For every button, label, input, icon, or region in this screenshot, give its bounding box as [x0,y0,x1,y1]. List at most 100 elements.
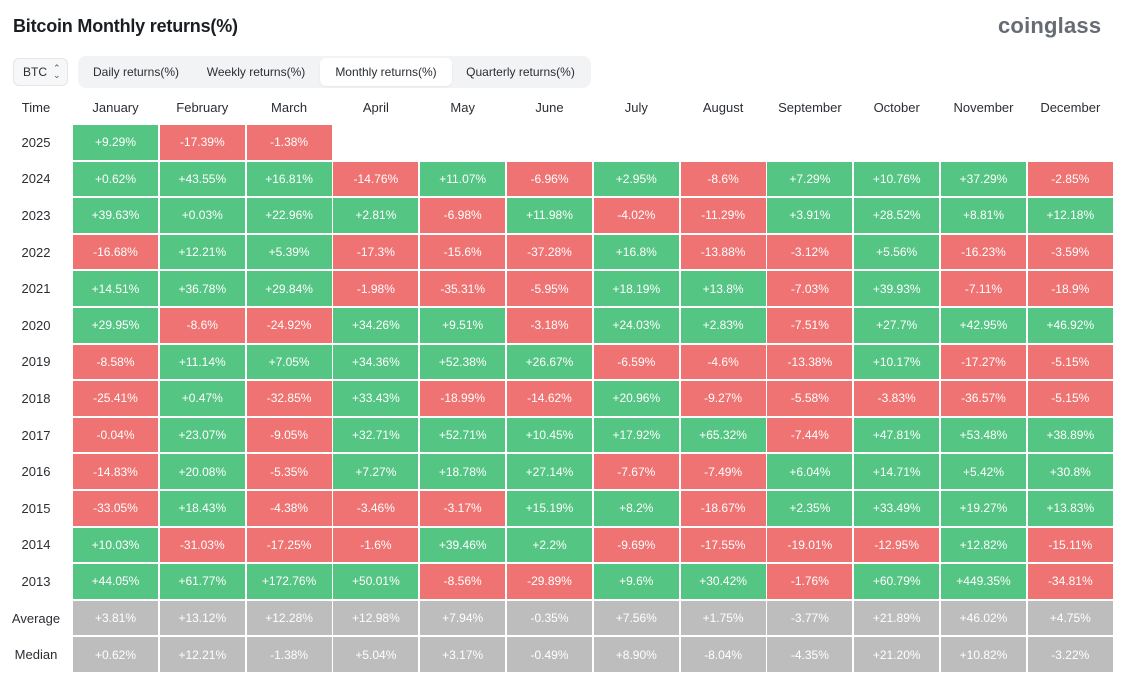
return-cell: +7.29% [767,161,853,197]
return-cell: -7.11% [941,271,1026,306]
stat-cell: +7.56% [593,600,679,636]
return-cell: +26.67% [507,344,592,380]
year-label: 2019 [21,354,51,370]
return-cell: +60.79% [854,564,940,599]
stat-cell: +8.90% [593,637,679,672]
return-cell: -9.27% [680,381,766,416]
return-cell: +27.14% [507,454,592,489]
coinglass-logo: coinglass [998,13,1102,38]
year-label: 2020 [21,317,51,333]
return-cell: +16.81% [246,161,332,197]
return-cell: +29.95% [73,308,158,343]
return-cell: +24.03% [593,308,679,343]
return-cell: +2.2% [507,527,592,563]
stat-cell: +21.89% [854,600,940,636]
return-cell: -25.41% [73,381,158,416]
column-header-month: July [624,99,648,115]
return-cell: -19.01% [767,527,853,563]
return-cell: -24.92% [246,308,332,343]
column-header-month: June [535,99,564,115]
return-cell: +19.27% [941,491,1026,526]
return-cell: +42.95% [941,308,1026,343]
return-cell: -9.69% [593,527,679,563]
year-label: 2024 [21,171,51,187]
return-cell: +18.43% [159,491,245,526]
return-cell: -4.38% [246,491,332,526]
return-cell: -4.6% [680,344,766,380]
return-cell: -5.35% [246,454,332,489]
column-header-month: October [873,99,920,115]
year-label: 2025 [21,134,51,150]
return-cell: +13.8% [680,271,766,306]
return-cell: +0.62% [73,161,158,197]
return-cell: +2.35% [767,491,853,526]
return-cell: +30.8% [1027,454,1113,489]
return-cell: +12.18% [1027,198,1113,233]
return-cell: -7.67% [593,454,679,489]
return-cell: +13.83% [1027,491,1113,526]
return-cell: -14.76% [333,161,419,197]
stat-cell: -4.35% [767,637,853,672]
return-cell: +0.03% [159,198,245,233]
return-cell: -8.56% [420,564,506,599]
tab-monthly-returns[interactable]: Monthly returns(%) [320,58,452,86]
stat-cell: +13.12% [159,600,245,636]
return-cell: -7.03% [767,271,853,306]
return-cell: -17.27% [941,344,1026,380]
year-label: 2017 [21,427,51,443]
return-cell: -6.96% [507,161,592,197]
return-cell: +2.95% [593,161,679,197]
return-cell: +10.45% [507,417,592,453]
column-header-month: March [271,99,308,115]
return-cell: +36.78% [159,271,245,306]
column-header-time: Time [21,99,51,115]
returns-period-tabs: Daily returns(%) Weekly returns(%) Month… [78,56,591,88]
tab-quarterly-returns[interactable]: Quarterly returns(%) [466,65,575,79]
stat-cell: +46.02% [941,600,1026,636]
return-cell: -4.02% [593,198,679,233]
return-cell: +9.6% [593,564,679,599]
stat-cell: +21.20% [854,637,940,672]
stat-cell: +3.81% [73,600,158,636]
return-cell: -35.31% [420,271,506,306]
return-cell: +5.39% [246,234,332,270]
return-cell: +3.91% [767,198,853,233]
return-cell: +9.29% [73,125,158,160]
return-cell: -5.95% [507,271,592,306]
return-cell: -5.15% [1027,344,1113,380]
return-cell: +34.26% [333,308,419,343]
return-cell: -18.9% [1027,271,1113,306]
return-cell: -6.59% [593,344,679,380]
return-cell: -3.46% [333,491,419,526]
coin-select[interactable]: BTC ⌃ ⌄ [13,58,68,86]
return-cell: +5.42% [941,454,1026,489]
tab-weekly-returns[interactable]: Weekly returns(%) [206,65,306,79]
return-cell: -3.18% [507,308,592,343]
return-cell: -3.83% [854,381,940,416]
return-cell: +32.71% [333,417,419,453]
return-cell: +8.2% [593,491,679,526]
page-title: Bitcoin Monthly returns(%) [13,16,238,36]
return-cell: +18.78% [420,454,506,489]
return-cell: +23.07% [159,417,245,453]
stat-cell: +5.04% [333,637,419,672]
return-cell: -17.39% [159,125,245,160]
return-cell: -14.83% [73,454,158,489]
return-cell: -17.25% [246,527,332,563]
return-cell: +17.92% [593,417,679,453]
return-cell: -2.85% [1027,161,1113,197]
tab-daily-returns[interactable]: Daily returns(%) [92,65,179,79]
return-cell: +11.07% [420,161,506,197]
return-cell: +38.89% [1027,417,1113,453]
return-cell: +10.76% [854,161,940,197]
return-cell: -0.04% [73,417,158,453]
return-cell: -5.58% [767,381,853,416]
return-cell: -32.85% [246,381,332,416]
return-cell: -3.12% [767,234,853,270]
return-cell: +8.81% [941,198,1026,233]
return-cell: +65.32% [680,417,766,453]
stat-cell: +10.82% [941,637,1026,672]
year-label: 2022 [21,244,51,260]
return-cell: +10.17% [854,344,940,380]
return-cell: +50.01% [333,564,419,599]
